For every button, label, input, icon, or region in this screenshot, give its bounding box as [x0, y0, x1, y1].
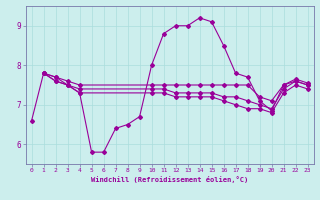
- X-axis label: Windchill (Refroidissement éolien,°C): Windchill (Refroidissement éolien,°C): [91, 176, 248, 183]
